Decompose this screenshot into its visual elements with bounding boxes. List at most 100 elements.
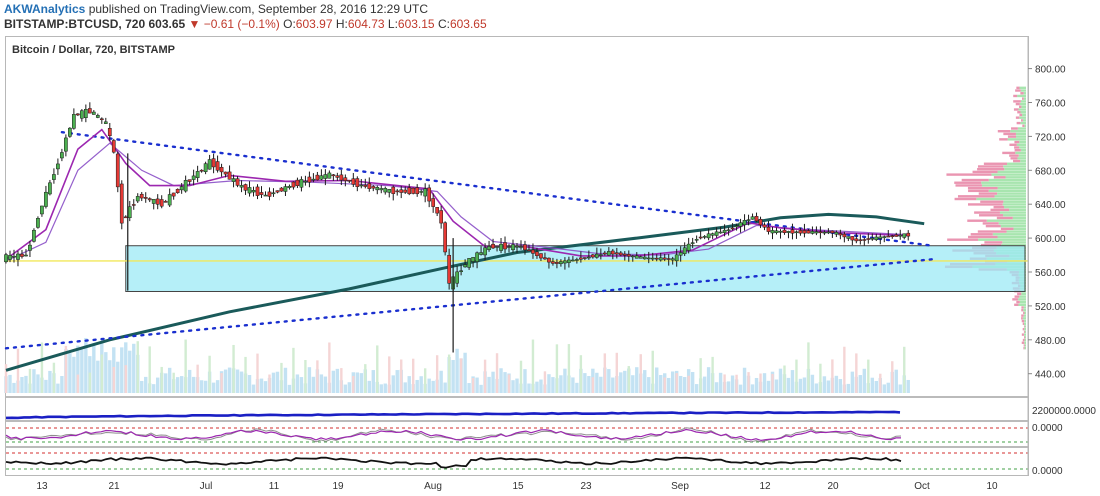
x-tick-label: Jul — [200, 481, 213, 492]
volume-profile-up — [1020, 159, 1026, 163]
volume-bar — [256, 353, 259, 393]
volume-profile-up — [1007, 138, 1026, 141]
candle-body — [802, 230, 807, 234]
candle-body — [99, 118, 104, 121]
x-tick-label: 23 — [580, 481, 592, 492]
volume-bar — [750, 384, 755, 393]
sub-panel-label: 2200000.0000 — [1032, 406, 1096, 417]
candle-body — [630, 255, 635, 258]
volume-bar — [295, 374, 300, 393]
volume-profile-down — [1023, 311, 1025, 315]
volume-bar — [515, 378, 519, 393]
volume-bar — [647, 377, 651, 393]
volume-profile-up — [1022, 119, 1026, 122]
volume-bar — [659, 375, 663, 393]
candle-body — [119, 183, 124, 224]
volume-profile-down — [1021, 317, 1023, 320]
volume-profile-down — [1023, 346, 1025, 350]
volume-profile-up — [1001, 243, 1026, 247]
candle-body — [143, 197, 148, 199]
candle-body — [12, 255, 16, 258]
volume-bar — [179, 376, 184, 393]
volume-bar — [76, 374, 80, 393]
volume-profile-up — [1003, 165, 1026, 168]
volume-bar — [694, 384, 699, 393]
candle-body — [87, 108, 92, 114]
volume-bar — [807, 342, 810, 393]
volume-profile-up — [1004, 205, 1026, 209]
candle-body — [666, 258, 671, 260]
volume-profile-up — [994, 195, 1026, 198]
volume-bar — [495, 353, 499, 393]
candle-body — [850, 236, 855, 241]
candle-body — [227, 171, 232, 180]
volume-bar — [435, 355, 439, 393]
volume-bar — [371, 370, 375, 393]
volume-bar — [583, 373, 587, 393]
candle-body — [567, 259, 571, 263]
candle-body — [395, 190, 400, 193]
volume-bar — [838, 379, 843, 393]
candle-body — [810, 231, 815, 234]
candle-body — [20, 253, 24, 257]
candle-body — [854, 238, 859, 242]
candle-body — [151, 198, 156, 204]
y-tick-label: 680.00 — [1035, 166, 1066, 177]
volume-profile-down — [1022, 124, 1025, 127]
volume-profile-down — [967, 186, 998, 190]
volume-bar — [786, 377, 791, 393]
volume-bar — [826, 380, 831, 393]
volume-bar — [44, 379, 48, 393]
candle-body — [539, 253, 543, 259]
volume-bar — [463, 352, 467, 393]
candle-body — [183, 180, 188, 192]
volume-bar — [60, 376, 64, 393]
candle-body — [427, 187, 432, 202]
volume-profile-up — [1024, 311, 1026, 315]
volume-bar — [304, 360, 307, 393]
volume-bar — [388, 356, 391, 393]
volume-bar — [783, 365, 786, 393]
price-change: ▼ −0.61 (−0.1%) — [188, 17, 280, 31]
volume-profile-down — [974, 211, 1000, 214]
volume-profile-up — [1018, 298, 1026, 301]
volume-bar — [903, 346, 906, 393]
volume-bar — [467, 383, 471, 393]
candle-body — [571, 259, 575, 262]
volume-bar — [203, 380, 208, 393]
candle-body — [371, 186, 376, 189]
candle-body — [519, 246, 523, 248]
candle-body — [579, 257, 583, 260]
candle-body — [902, 233, 907, 238]
y-tick-label: 760.00 — [1035, 99, 1066, 110]
candle-body — [311, 178, 316, 181]
volume-bar — [575, 382, 579, 393]
publisher-name[interactable]: AKWAnalytics — [4, 2, 86, 16]
candle-body — [738, 222, 743, 227]
volume-profile-up — [1018, 108, 1026, 111]
volume-profile-down — [1014, 295, 1020, 298]
volume-profile-up — [991, 173, 1026, 176]
volume-profile-up — [1018, 154, 1026, 157]
volume-profile-down — [1021, 341, 1025, 344]
volume-bar — [894, 369, 898, 393]
volume-bar — [24, 375, 28, 393]
volume-bar — [415, 379, 419, 393]
volume-bar — [283, 367, 288, 393]
volume-bar — [507, 374, 511, 393]
volume-profile-up — [1020, 148, 1026, 152]
candle-body — [882, 236, 887, 239]
volume-profile-up — [1024, 341, 1026, 344]
volume-profile-down — [1020, 92, 1024, 95]
y-tick-label: 640.00 — [1035, 200, 1066, 211]
volume-profile-up — [1019, 146, 1026, 149]
candle-body — [259, 192, 264, 195]
candle-body — [726, 229, 731, 232]
volume-bar — [116, 361, 120, 393]
candle-body — [199, 169, 204, 172]
candle-body — [16, 253, 20, 260]
volume-bar — [427, 378, 431, 393]
volume-profile-down — [1016, 121, 1021, 125]
candle-body — [403, 189, 408, 193]
